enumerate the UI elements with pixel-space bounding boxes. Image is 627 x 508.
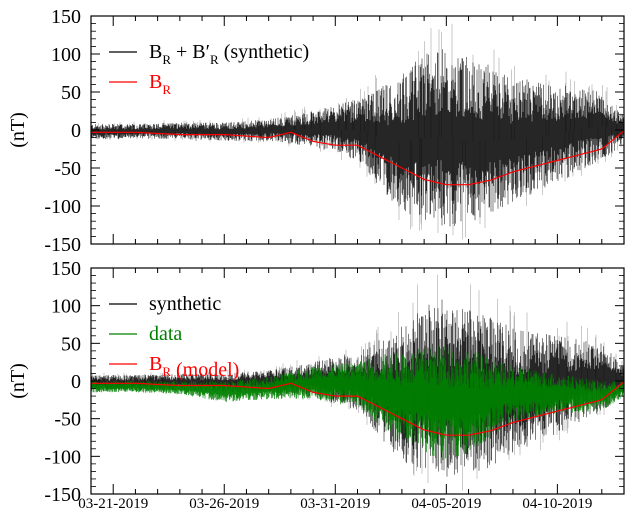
y-tick-label: 100: [51, 44, 81, 66]
legend-item: synthetic: [109, 293, 221, 315]
legend-main: data: [149, 323, 182, 345]
legend-tail: (synthetic): [219, 41, 310, 63]
legend-label: BR: [149, 71, 171, 97]
x-tick-label: 03-26-2019: [189, 496, 259, 508]
legend-sub: R: [162, 82, 171, 97]
y-tick-label: 0: [71, 371, 81, 393]
legend-tail: (model): [171, 359, 239, 381]
plot-area: [91, 23, 624, 240]
legend-sub: R: [162, 364, 171, 379]
legend: BR + B′R (synthetic)BR: [109, 41, 309, 97]
y-tick-label: -100: [44, 196, 81, 218]
legend: synthetic data BR (model): [109, 293, 239, 381]
noise-band: [91, 49, 624, 227]
x-tick-label: 04-10-2019: [522, 496, 592, 508]
y-axis-label: (nT): [7, 112, 29, 148]
y-tick-label: 150: [51, 6, 81, 28]
y-axis-label: (nT): [7, 363, 29, 399]
y-tick-label: 100: [51, 296, 81, 318]
y-tick-label: 0: [71, 120, 81, 142]
x-tick-label: 03-21-2019: [78, 496, 148, 508]
y-tick-label: -100: [44, 446, 81, 468]
legend-label: BR (model): [149, 353, 239, 381]
y-tick-label: 50: [61, 333, 81, 355]
legend-label: data: [149, 323, 182, 345]
legend-main: B: [149, 353, 162, 375]
legend-main: synthetic: [149, 293, 221, 315]
legend-item: BR (model): [109, 353, 239, 381]
series-line-b-r: [91, 131, 624, 186]
plot-area: [91, 274, 624, 491]
y-tick-label: -50: [54, 409, 81, 431]
legend-sub: R: [210, 52, 219, 67]
legend-mid: + B′: [171, 41, 210, 63]
legend-label: synthetic: [149, 293, 221, 315]
y-tick-label: 50: [61, 82, 81, 104]
noise-band: [91, 345, 624, 462]
series-data: [91, 345, 624, 462]
legend-main: B: [149, 41, 162, 63]
y-tick-label: 150: [51, 258, 81, 280]
legend-item: data: [109, 323, 182, 345]
legend-sub: R: [162, 52, 171, 67]
x-tick-label: 03-31-2019: [300, 496, 370, 508]
series-line-b-r-model-: [91, 382, 624, 436]
y-tick-label: -50: [54, 158, 81, 180]
x-tick-label: 04-05-2019: [411, 496, 481, 508]
y-tick-label: -150: [44, 234, 81, 256]
series-b-r-b-r-synthetic-: [91, 23, 624, 240]
legend-item: BR + B′R (synthetic): [109, 41, 309, 67]
legend-label: BR + B′R (synthetic): [149, 41, 309, 67]
legend-item: BR: [109, 71, 171, 97]
y-tick-label: -150: [44, 484, 81, 506]
legend-main: B: [149, 71, 162, 93]
